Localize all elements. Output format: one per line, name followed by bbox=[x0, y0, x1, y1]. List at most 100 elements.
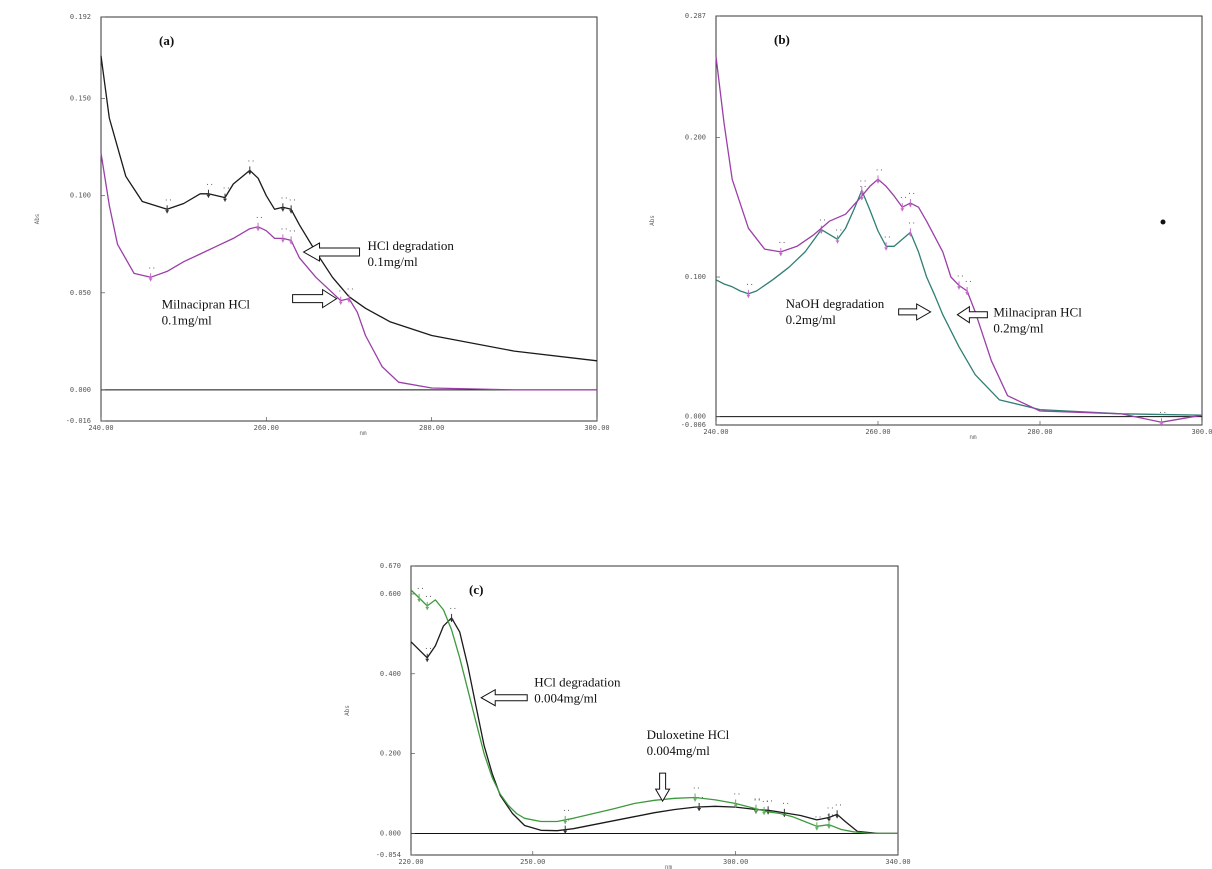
y-axis-label: Abs bbox=[344, 705, 351, 716]
y-axis-label: Abs bbox=[34, 213, 41, 224]
annotation-line2: 0.2mg/ml bbox=[993, 321, 1044, 336]
x-tick-label: 240.00 bbox=[703, 428, 728, 436]
x-tick-label: 260.00 bbox=[865, 428, 890, 436]
peak-marker-label: ·· bbox=[424, 645, 432, 653]
y-tick-label: -0.016 bbox=[66, 417, 91, 425]
peak-marker-label: ·· bbox=[562, 807, 570, 815]
peak-marker-label: ·· bbox=[826, 804, 834, 812]
peak-marker-label: ·· bbox=[765, 797, 773, 805]
x-tick-label: 250.00 bbox=[520, 858, 545, 866]
peak-marker-arrow bbox=[417, 598, 422, 602]
x-tick-label: 260.00 bbox=[254, 424, 279, 432]
annotation-line1: NaOH degradation bbox=[786, 296, 885, 311]
chart-panel-a: -0.016 0.000 0.050 0.100 0.150 0.192 240.00 260… bbox=[34, 13, 610, 437]
annotation-arrow bbox=[480, 688, 528, 707]
peak-marker-arrow bbox=[1159, 423, 1164, 427]
peak-marker-arrow bbox=[965, 291, 970, 295]
peak-marker-arrow bbox=[827, 825, 832, 829]
peak-marker-label: ·· bbox=[346, 286, 354, 294]
peak-marker-arrow bbox=[289, 210, 294, 214]
peak-marker-label: ·· bbox=[288, 196, 296, 204]
y-tick-label: -0.006 bbox=[681, 421, 706, 429]
x-axis-label: nm bbox=[359, 430, 367, 437]
peak-marker-arrow bbox=[859, 197, 864, 201]
peak-marker-label: ·· bbox=[834, 801, 842, 809]
peak-marker-arrow bbox=[693, 798, 698, 802]
peak-marker-label: ·· bbox=[883, 233, 891, 241]
peak-marker-label: ·· bbox=[907, 190, 915, 198]
peak-marker-arrow bbox=[835, 815, 840, 819]
annotation-line1: HCl degradation bbox=[534, 675, 621, 690]
x-tick-label: 220.00 bbox=[398, 858, 423, 866]
y-tick-label: 0.400 bbox=[380, 670, 401, 678]
peak-marker-label: ·· bbox=[1159, 409, 1167, 417]
y-tick-label: 0.000 bbox=[685, 413, 706, 421]
peak-marker-arrow bbox=[746, 294, 751, 298]
peak-marker-label: ·· bbox=[899, 194, 907, 202]
peak-marker-label: ·· bbox=[778, 239, 786, 247]
peak-marker-label: ·· bbox=[733, 791, 741, 799]
plot-frame bbox=[100, 16, 598, 422]
peak-marker-arrow bbox=[148, 278, 153, 282]
peak-marker-arrow bbox=[900, 208, 905, 212]
peak-marker-arrow bbox=[778, 252, 783, 256]
y-tick-label: 0.100 bbox=[70, 192, 91, 200]
annotation-arrow bbox=[898, 303, 932, 321]
peak-marker-label: ·· bbox=[781, 800, 789, 808]
peak-marker-label: ·· bbox=[424, 593, 432, 601]
peak-marker-label: ·· bbox=[826, 812, 834, 820]
peak-marker-arrow bbox=[819, 230, 824, 234]
annotation-line1: Milnacipran HCl bbox=[162, 297, 251, 312]
peak-marker-arrow bbox=[563, 820, 568, 824]
x-tick-label: 280.00 bbox=[1027, 428, 1052, 436]
y-tick-label: 0.000 bbox=[70, 386, 91, 394]
peak-marker-arrow bbox=[449, 618, 454, 622]
peak-marker-label: ·· bbox=[255, 214, 263, 222]
peak-marker-arrow bbox=[289, 241, 294, 245]
annotation-line2: 0.004mg/ml bbox=[534, 691, 598, 706]
peak-marker-arrow bbox=[280, 239, 285, 243]
peak-marker-label: ·· bbox=[247, 157, 255, 165]
annotation-line2: 0.1mg/ml bbox=[162, 313, 213, 328]
peak-marker-label: ·· bbox=[875, 166, 883, 174]
y-tick-label: 0.100 bbox=[685, 273, 706, 281]
peak-marker-label: ·· bbox=[753, 796, 761, 804]
y-tick-label: -0.054 bbox=[376, 851, 401, 859]
peak-marker-arrow bbox=[876, 180, 880, 184]
series-line-1 bbox=[715, 56, 1203, 423]
peak-marker-label: ·· bbox=[416, 585, 424, 593]
x-axis-label: nm bbox=[665, 864, 673, 869]
peak-marker-label: ·· bbox=[280, 225, 288, 233]
y-tick-label: 0.287 bbox=[685, 12, 706, 20]
peak-marker-label: ·· bbox=[907, 219, 915, 227]
peak-marker-label: ·· bbox=[753, 796, 761, 804]
peak-marker-arrow bbox=[280, 208, 285, 212]
x-tick-label: 300.00 bbox=[584, 424, 609, 432]
peak-marker-arrow bbox=[908, 204, 913, 208]
series-line-0 bbox=[410, 617, 898, 835]
peak-marker-arrow bbox=[425, 658, 430, 662]
x-tick-label: 340.00 bbox=[885, 858, 910, 866]
peak-marker-arrow bbox=[814, 827, 819, 831]
annotation-arrow bbox=[654, 772, 671, 803]
y-tick-label: 0.200 bbox=[380, 750, 401, 758]
x-axis-label: nm bbox=[969, 434, 977, 441]
peak-marker-arrow bbox=[247, 171, 252, 175]
peak-marker-label: ·· bbox=[859, 183, 867, 191]
peak-marker-arrow bbox=[206, 194, 211, 198]
annotation-line2: 0.004mg/ml bbox=[647, 743, 711, 758]
peak-marker-arrow bbox=[256, 227, 261, 231]
y-axis-label: Abs bbox=[649, 215, 656, 226]
y-tick-label: 0.600 bbox=[380, 590, 401, 598]
peak-marker-arrow bbox=[762, 811, 767, 815]
peak-marker-label: ·· bbox=[449, 605, 457, 613]
peak-marker-arrow bbox=[347, 299, 351, 303]
y-tick-label: 0.000 bbox=[380, 829, 401, 837]
plot-frame bbox=[410, 565, 899, 856]
peak-marker-label: ·· bbox=[280, 194, 288, 202]
peak-marker-label: ·· bbox=[859, 177, 867, 185]
x-tick-label: 300.00 bbox=[723, 858, 748, 866]
series-line-1 bbox=[100, 152, 597, 391]
peak-marker-label: ·· bbox=[164, 196, 172, 204]
